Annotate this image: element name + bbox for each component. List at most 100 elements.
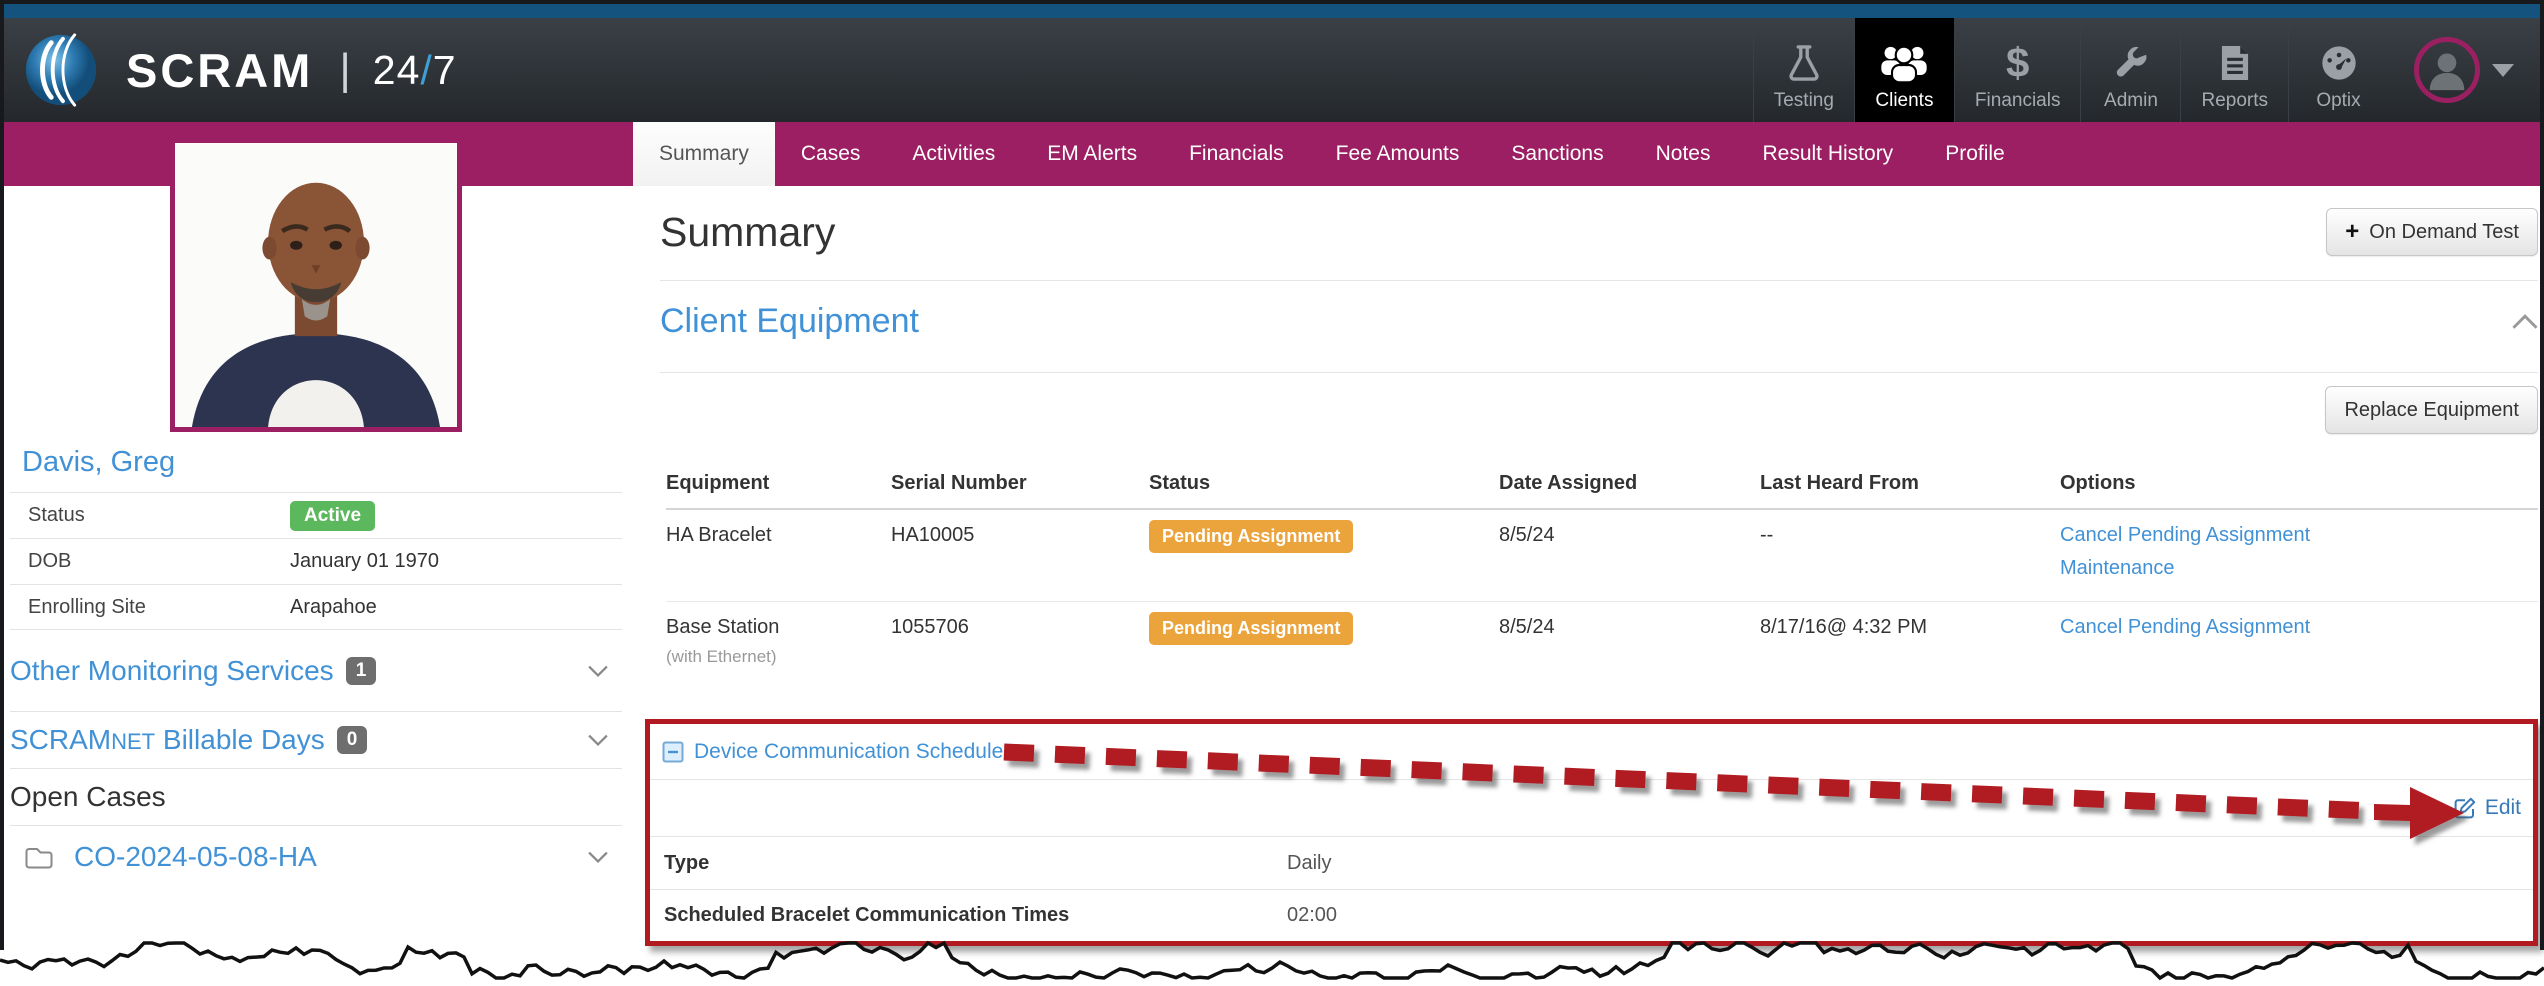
equipment-table-header: Equipment Serial Number Status Date Assi…: [666, 458, 2538, 510]
open-cases-heading-row: Open Cases: [10, 769, 622, 826]
nav-item-optix[interactable]: Optix: [2288, 18, 2388, 122]
client-tabs: Summary Cases Activities EM Alerts Finan…: [633, 122, 2031, 186]
tab-em-alerts[interactable]: EM Alerts: [1047, 142, 1138, 165]
count-badge: 0: [336, 726, 368, 754]
status-badge: Pending Assignment: [1149, 612, 1354, 645]
nav-item-financials[interactable]: $ Financials: [1953, 18, 2081, 122]
tab-cases[interactable]: Cases: [800, 142, 861, 165]
detail-row-status: Status Active: [10, 492, 622, 538]
tab-summary[interactable]: Summary: [633, 122, 775, 186]
client-portrait: [175, 143, 457, 427]
schedule-row-value: Daily: [1287, 851, 1332, 874]
app-logo: SCRAM | 24/7: [4, 31, 457, 109]
serial-cell: 1055706: [891, 616, 969, 638]
nav-item-clients[interactable]: Clients: [1853, 18, 1954, 122]
col-header: Last Heard From: [1760, 471, 1919, 494]
report-icon: [2218, 39, 2252, 87]
tab-activities[interactable]: Activities: [912, 142, 996, 165]
tab-sanctions[interactable]: Sanctions: [1511, 142, 1604, 165]
equipment-cell: HA Bracelet: [666, 524, 772, 546]
replace-equipment-button[interactable]: Replace Equipment: [2325, 386, 2538, 434]
schedule-row-label: Scheduled Bracelet Communication Times: [664, 904, 1070, 926]
tab-fee-amounts[interactable]: Fee Amounts: [1335, 142, 1460, 165]
edit-schedule-link[interactable]: Edit: [2453, 796, 2521, 820]
last-heard-cell: 8/17/16@ 4:32 PM: [1760, 616, 1928, 638]
equipment-cell: Base Station (with Ethernet): [666, 616, 891, 667]
cancel-pending-assignment-link[interactable]: Cancel Pending Assignment: [2060, 524, 2311, 546]
nav-label: Reports: [2201, 90, 2268, 111]
detail-label: Status: [28, 504, 85, 526]
device-communication-schedule-link[interactable]: Device Communication Schedule: [694, 739, 1004, 763]
col-header: Options: [2060, 471, 2136, 494]
scramnet-billable-days-link[interactable]: SCRAMNET Billable Days: [10, 724, 325, 755]
flask-icon: [1786, 39, 1822, 87]
other-monitoring-services-link[interactable]: Other Monitoring Services: [10, 654, 334, 686]
schedule-row-type: Type Daily: [650, 837, 2533, 889]
col-header: Status: [1149, 471, 1211, 494]
schedule-row-label: Type: [664, 851, 710, 874]
chevron-down-icon: [588, 734, 608, 746]
col-header: Equipment: [666, 471, 770, 494]
table-row: HA Bracelet HA10005 Pending Assignment 8…: [666, 510, 2538, 602]
maintenance-link[interactable]: Maintenance: [2060, 557, 2175, 579]
sidebar-item-scramnet-billable-days[interactable]: SCRAMNET Billable Days 0: [10, 712, 622, 769]
last-heard-cell: --: [1760, 524, 1774, 546]
case-link[interactable]: CO-2024-05-08-HA: [74, 841, 317, 872]
device-communication-schedule-panel: Device Communication Schedule Edit Type …: [645, 719, 2538, 946]
wrench-icon: [2112, 39, 2150, 87]
schedule-row-times: Scheduled Bracelet Communication Times 0…: [650, 889, 2533, 941]
nav-label: Testing: [1773, 90, 1834, 111]
chevron-up-icon[interactable]: [2512, 313, 2538, 330]
detail-label: DOB: [28, 550, 72, 572]
col-header: Date Assigned: [1499, 471, 1638, 494]
app-header: SCRAM | 24/7 Testing Clients $ Financ: [4, 18, 2540, 122]
nav-label: Admin: [2104, 90, 2158, 111]
schedule-toolbar-row: Edit: [650, 780, 2533, 837]
gauge-icon: [2319, 39, 2359, 87]
client-name-link[interactable]: Davis, Greg: [22, 446, 176, 478]
sidebar-sections: Other Monitoring Services 1 SCRAMNET Bil…: [10, 630, 622, 888]
schedule-title-row: Device Communication Schedule: [650, 724, 2533, 780]
tab-result-history[interactable]: Result History: [1762, 142, 1894, 165]
chevron-down-icon: [2492, 63, 2514, 77]
client-tabbar: Summary Cases Activities EM Alerts Finan…: [4, 122, 2540, 186]
col-header: Serial Number: [891, 471, 1027, 494]
brand-product: 24/7: [372, 46, 457, 93]
nav-item-testing[interactable]: Testing: [1752, 18, 1854, 122]
divider: [660, 280, 2538, 281]
dollar-icon: $: [2006, 39, 2030, 86]
sidebar-item-other-monitoring-services[interactable]: Other Monitoring Services 1: [10, 630, 622, 712]
on-demand-test-button[interactable]: + On Demand Test: [2326, 208, 2538, 256]
tab-notes[interactable]: Notes: [1655, 142, 1711, 165]
user-menu[interactable]: [2388, 18, 2540, 122]
chevron-down-icon: [588, 665, 608, 677]
client-equipment-heading[interactable]: Client Equipment: [660, 302, 919, 340]
scram-sphere-icon: [25, 33, 97, 107]
sidebar-item-open-case[interactable]: CO-2024-05-08-HA: [10, 826, 622, 888]
collapse-minus-icon[interactable]: [662, 741, 684, 763]
brand-separator: |: [339, 45, 351, 94]
nav-item-reports[interactable]: Reports: [2180, 18, 2288, 122]
nav-item-admin[interactable]: Admin: [2080, 18, 2180, 122]
count-badge: 1: [345, 656, 377, 685]
serial-cell: HA10005: [891, 524, 975, 546]
open-cases-heading: Open Cases: [10, 781, 166, 812]
brand-name: SCRAM: [126, 43, 314, 97]
equipment-note: (with Ethernet): [666, 647, 777, 666]
table-row: Base Station (with Ethernet) 1055706 Pend…: [666, 602, 2538, 694]
equipment-table: Equipment Serial Number Status Date Assi…: [660, 458, 2538, 694]
plus-icon: +: [2345, 218, 2360, 245]
date-assigned-cell: 8/5/24: [1499, 616, 1555, 638]
client-photo: [170, 138, 462, 432]
detail-value: Arapahoe: [290, 595, 377, 618]
detail-value: January 01 1970: [290, 550, 440, 572]
nav-label: Financials: [1974, 90, 2061, 111]
tab-financials[interactable]: Financials: [1189, 142, 1284, 165]
cancel-pending-assignment-link[interactable]: Cancel Pending Assignment: [2060, 616, 2311, 638]
tab-profile[interactable]: Profile: [1945, 142, 2005, 165]
detail-label: Enrolling Site: [28, 595, 146, 618]
divider: [660, 372, 2538, 373]
detail-row-enrolling-site: Enrolling Site Arapahoe: [10, 584, 622, 630]
status-badge: Active: [290, 500, 376, 531]
top-accent-strip: [4, 4, 2540, 18]
